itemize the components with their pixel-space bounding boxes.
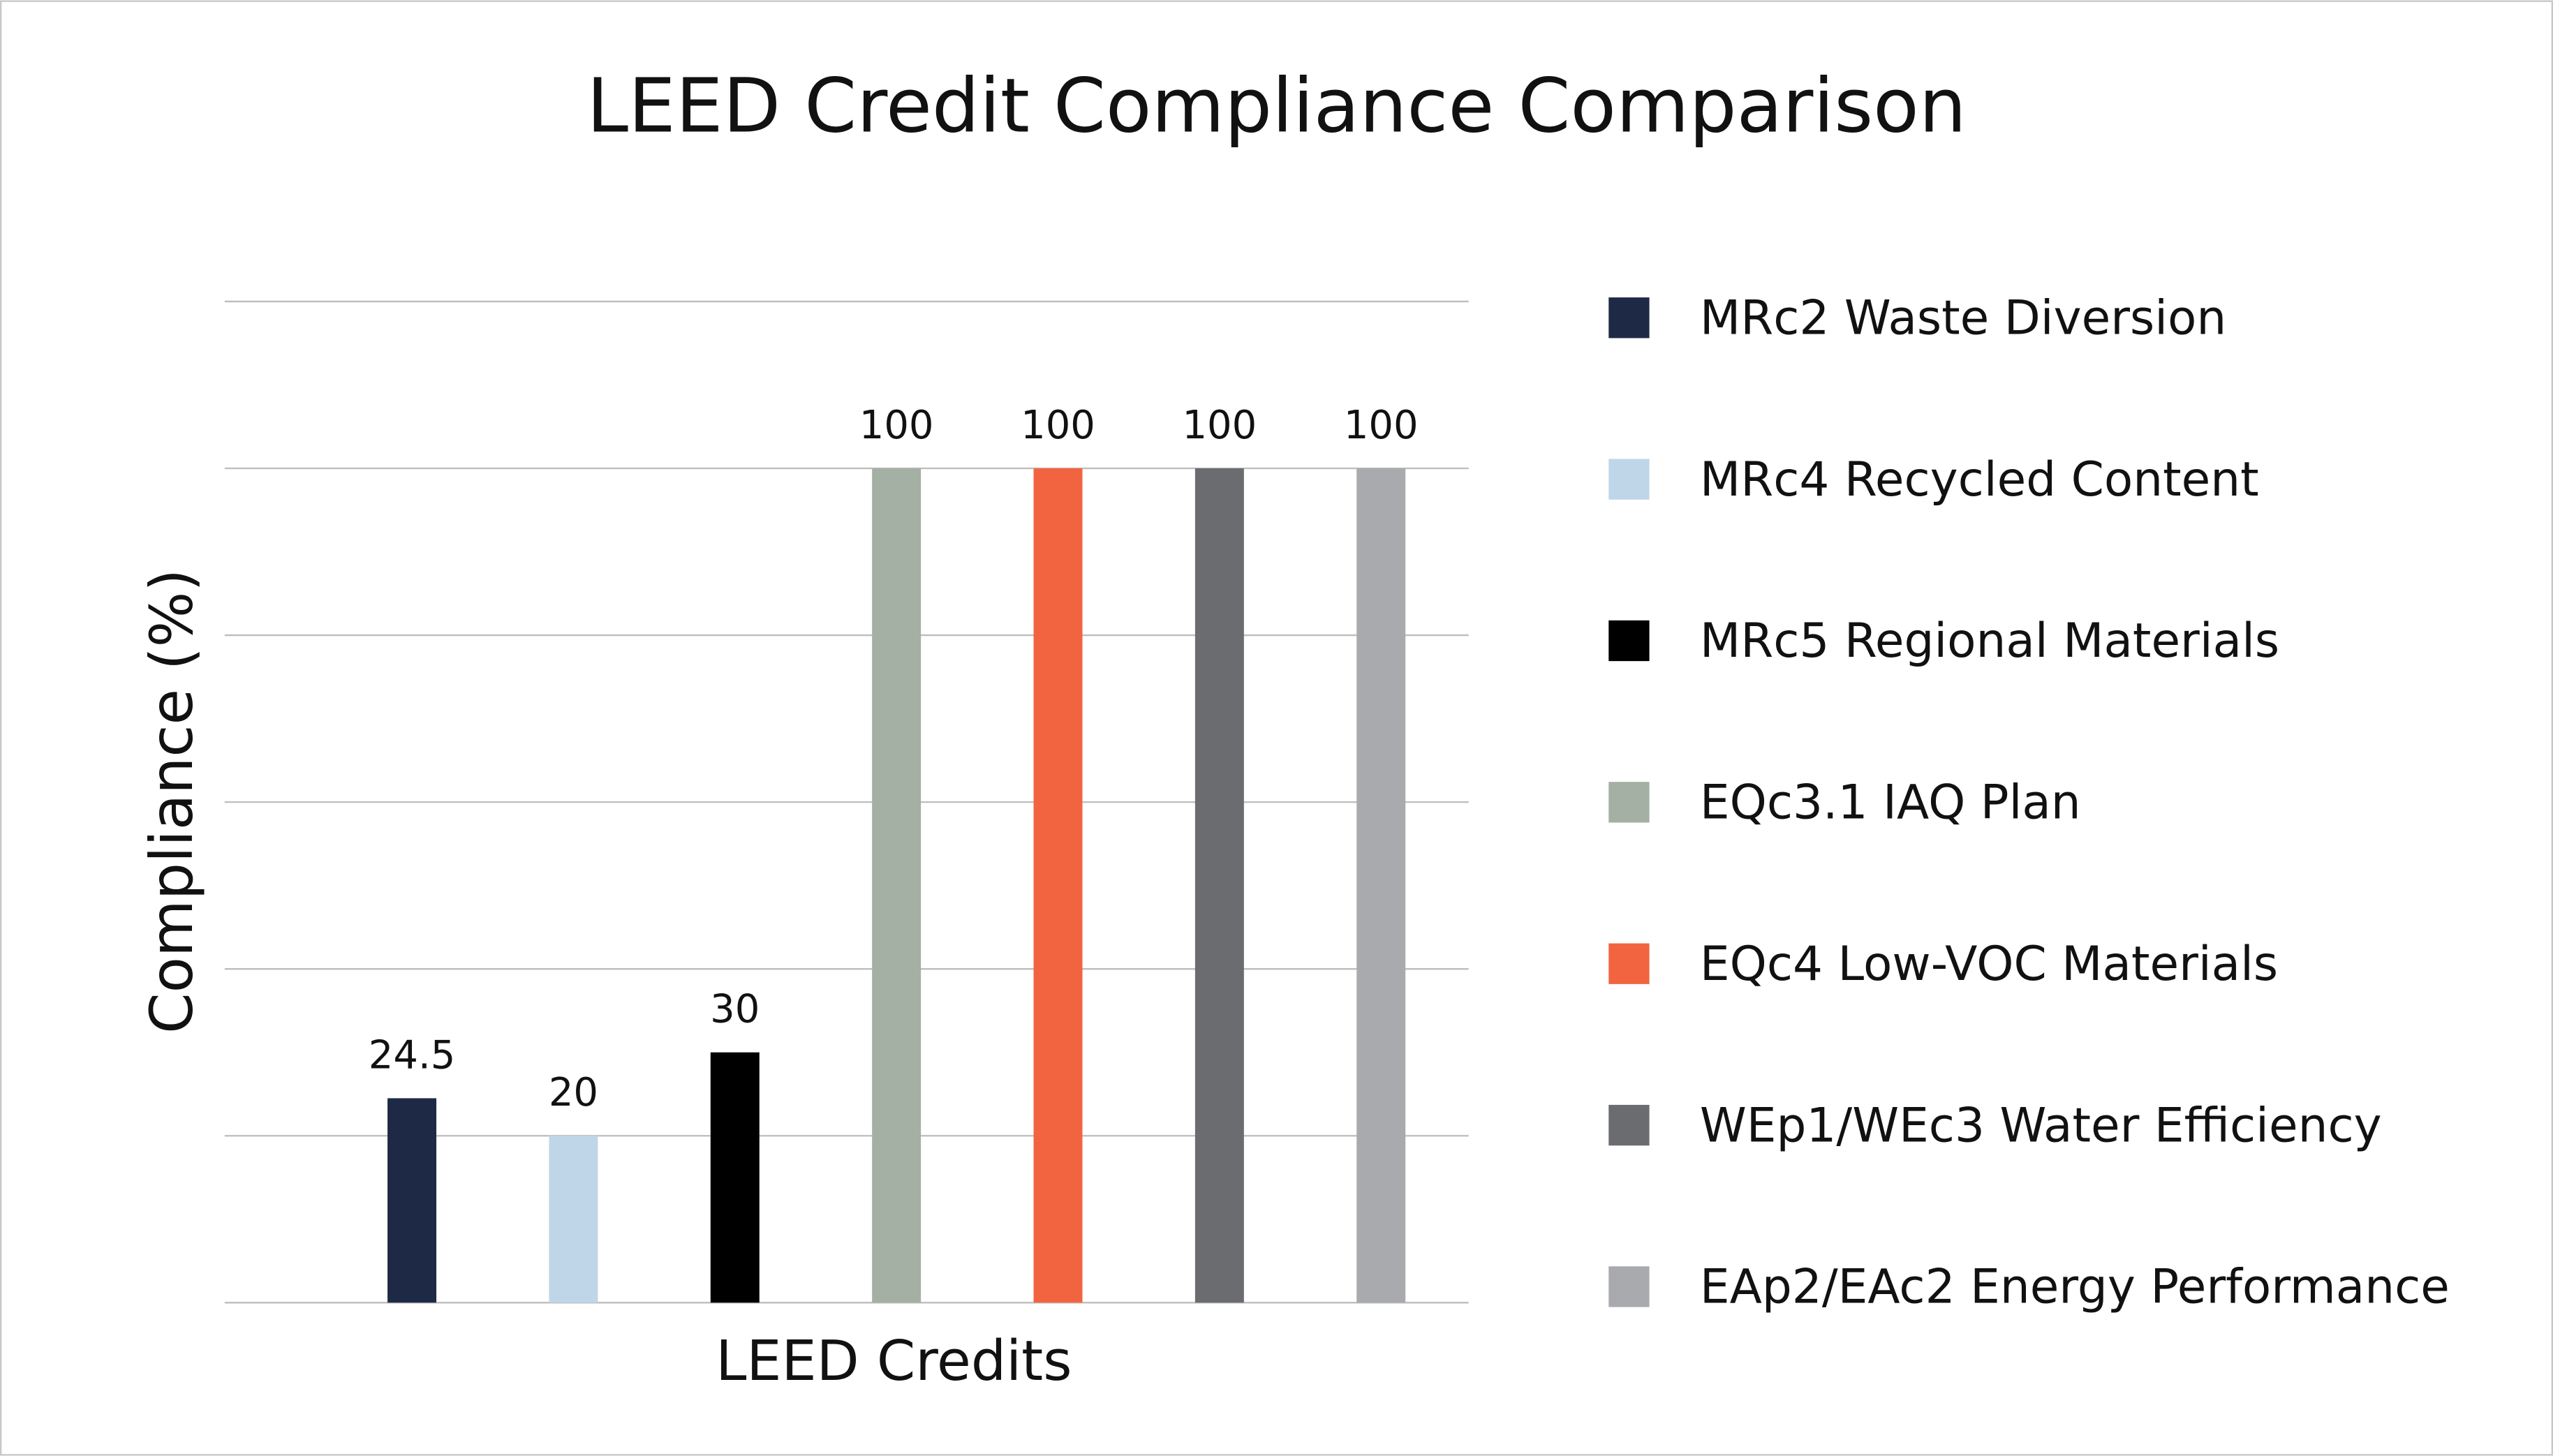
legend-swatch (1608, 297, 1650, 339)
bar (872, 468, 922, 1303)
legend-label: MRc5 Regional Materials (1700, 613, 2279, 668)
legend-label: EQc4 Low-VOC Materials (1700, 936, 2278, 991)
bar (387, 1098, 437, 1303)
legend-swatch (1608, 943, 1650, 984)
value-label: 100 (1021, 403, 1095, 448)
value-label: 30 (710, 987, 760, 1032)
legend-label: MRc2 Waste Diversion (1700, 290, 2226, 345)
legend-label: MRc4 Recycled Content (1700, 452, 2259, 507)
legend-label: EQc3.1 IAQ Plan (1700, 775, 2081, 830)
x-axis-label: LEED Credits (716, 1328, 1072, 1393)
chart-title: LEED Credit Compliance Comparison (586, 62, 1966, 149)
bar (1194, 468, 1244, 1303)
y-axis-label: Compliance (%) (138, 569, 206, 1034)
legend-swatch (1608, 620, 1650, 662)
bar (1356, 468, 1406, 1303)
value-label: 20 (549, 1070, 598, 1115)
legend-label: WEp1/WEc3 Water Efficiency (1700, 1097, 2382, 1152)
legend-swatch (1608, 459, 1650, 500)
bar (1033, 468, 1083, 1303)
legend-label: EAp2/EAc2 Energy Performance (1700, 1259, 2450, 1314)
legend-swatch (1608, 1104, 1650, 1146)
value-label: 100 (859, 403, 934, 448)
bar (710, 1052, 760, 1303)
legend-swatch (1608, 782, 1650, 823)
value-label: 100 (1182, 403, 1257, 448)
value-label: 24.5 (369, 1032, 456, 1078)
bar (549, 1136, 598, 1303)
legend-swatch (1608, 1266, 1650, 1307)
value-label: 100 (1344, 403, 1419, 448)
